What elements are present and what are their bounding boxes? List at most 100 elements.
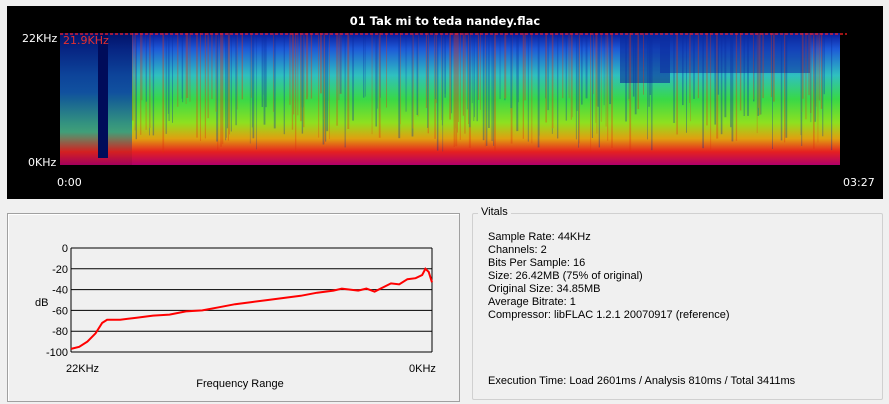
spectrogram-texture xyxy=(436,33,439,151)
spectrogram-texture xyxy=(757,33,760,116)
frequency-response-line xyxy=(70,267,433,350)
spectrogram-texture xyxy=(730,33,732,128)
spectrogram-texture xyxy=(455,33,458,147)
spectrogram-texture xyxy=(814,33,817,107)
spectrogram-texture xyxy=(340,33,342,94)
spectrogram-texture xyxy=(378,33,381,138)
spectrogram-texture xyxy=(753,33,755,102)
spectrogram-texture xyxy=(625,33,627,122)
spectrogram-texture xyxy=(135,33,137,140)
spectrogram-texture xyxy=(165,33,167,134)
spectrogram-texture xyxy=(476,33,478,122)
spectrogram-texture xyxy=(595,33,597,123)
spectrogram-texture xyxy=(344,33,346,148)
spectrogram-texture xyxy=(145,33,147,130)
vitals-sample-rate: Sample Rate: 44KHz xyxy=(488,231,591,243)
spectrogram-texture xyxy=(336,33,338,126)
spectrogram-texture xyxy=(167,33,169,114)
spectrogram-texture xyxy=(697,33,699,99)
spectrogram-texture xyxy=(686,33,687,133)
spectrogram-texture xyxy=(810,33,812,123)
spectrogram-texture xyxy=(477,33,480,100)
spectrogram-texture xyxy=(510,33,512,114)
spectrogram-texture xyxy=(593,33,594,95)
spectrogram-texture xyxy=(186,33,189,98)
vitals-original-size: Original Size: 34.85MB xyxy=(488,283,601,295)
spectrogram-texture xyxy=(306,33,308,100)
spectrogram-texture xyxy=(551,33,553,134)
spectrogram-texture xyxy=(488,33,490,128)
y-tick-label: -40 xyxy=(52,285,68,297)
spectrogram-texture xyxy=(537,33,540,148)
spectrogram-texture xyxy=(538,33,540,136)
graph-xlabel: Frequency Range xyxy=(196,378,283,390)
spectrogram-texture xyxy=(444,33,446,98)
spectrogram-texture xyxy=(453,33,456,129)
spectrogram-texture xyxy=(632,33,635,97)
freq-top-label: 22KHz xyxy=(22,32,58,45)
spectrogram-texture xyxy=(339,33,342,94)
vitals-size: Size: 26.42MB (75% of original) xyxy=(488,270,643,282)
spectrogram-texture xyxy=(648,33,650,107)
vitals-legend: Vitals xyxy=(478,206,511,218)
spectrogram-texture xyxy=(200,33,201,141)
spectrogram-texture xyxy=(702,33,704,149)
spectrogram-texture xyxy=(322,33,325,145)
spectrogram-texture xyxy=(689,33,691,103)
spectrogram-texture xyxy=(365,33,366,97)
spectrogram-texture xyxy=(216,33,218,142)
spectrogram-texture xyxy=(731,33,732,95)
spectrogram-texture xyxy=(469,33,471,94)
spectrogram-texture xyxy=(216,33,218,119)
spectrogram-texture xyxy=(453,33,455,147)
vitals-compressor: Compressor: libFLAC 1.2.1 20070917 (refe… xyxy=(488,309,730,321)
spectrogram-texture xyxy=(320,33,322,94)
spectrogram-texture xyxy=(252,33,255,120)
spectrogram-texture xyxy=(462,33,464,116)
spectrogram-texture xyxy=(716,33,719,139)
spectrogram-texture xyxy=(510,33,513,144)
spectrogram-texture xyxy=(295,33,297,153)
spectrogram-texture xyxy=(326,33,329,132)
graph-ylabel: dB xyxy=(35,297,48,309)
y-tick-labels: 0 -20 -40 -60 -80 -100 xyxy=(46,243,68,359)
spectrogram-texture xyxy=(575,33,577,140)
spectrogram-texture xyxy=(759,33,762,115)
frequency-graph: dB 0 -20 -40 -60 -80 -100 22KHz 0KHz Frequenc… xyxy=(35,243,436,390)
spectrogram-texture xyxy=(310,33,313,99)
spectrogram-texture xyxy=(739,33,742,111)
spectrogram-texture xyxy=(464,33,466,134)
spectrogram-texture xyxy=(227,33,229,120)
spectrogram-texture xyxy=(149,33,151,128)
spectrogram-texture xyxy=(568,33,570,99)
spectrogram-texture xyxy=(545,33,547,123)
spectrogram-texture xyxy=(717,33,720,95)
spectrogram-texture xyxy=(185,33,187,104)
spectrogram-texture xyxy=(585,33,588,99)
spectrogram-texture xyxy=(435,33,436,100)
spectrogram-texture xyxy=(605,33,607,127)
spectrogram-texture xyxy=(441,33,443,126)
spectrogram-texture xyxy=(706,33,708,126)
spectrogram-texture xyxy=(398,33,401,139)
spectrogram-texture xyxy=(405,33,407,112)
spectrogram-texture xyxy=(215,33,217,112)
spectrogram-texture xyxy=(235,33,237,126)
spectrogram-texture xyxy=(634,33,637,115)
spectrogram-texture xyxy=(241,33,243,100)
spectrogram-texture xyxy=(598,33,600,148)
spectrogram-texture xyxy=(338,33,340,101)
spectrogram-texture xyxy=(801,33,803,112)
spectrogram-texture xyxy=(504,33,507,99)
spectrogram-texture xyxy=(570,33,572,120)
spectrogram-texture xyxy=(226,33,229,129)
spectrogram-texture xyxy=(568,33,570,95)
spectrogram-texture xyxy=(252,33,255,139)
spectrogram-texture xyxy=(637,33,639,110)
spectrogram-texture xyxy=(651,33,653,151)
spectrogram-texture xyxy=(510,33,513,109)
spectrogram-texture xyxy=(181,33,183,99)
spectrogram-peak-label: 21.9KHz xyxy=(63,34,109,47)
spectrogram-texture xyxy=(649,33,652,95)
spectrogram-texture xyxy=(251,33,254,128)
